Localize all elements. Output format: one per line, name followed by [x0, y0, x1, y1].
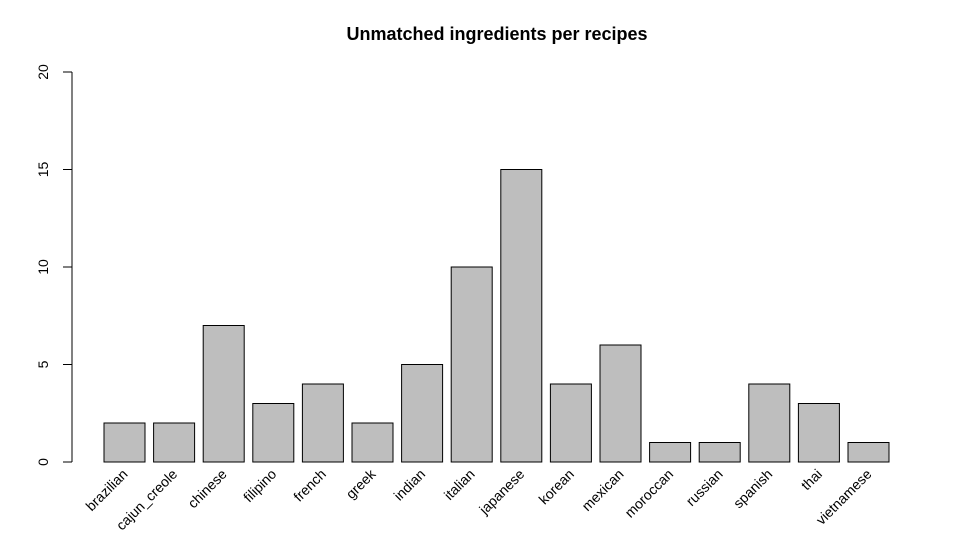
y-tick-label: 0 — [35, 458, 51, 466]
x-tick-label: korean — [535, 466, 577, 508]
x-tick-label: filipino — [240, 466, 280, 506]
x-tick-label: spanish — [730, 466, 775, 511]
bar-indian — [401, 364, 444, 463]
x-tick-label: moroccan — [621, 466, 676, 521]
y-axis: 0 5 10 15 20 — [35, 64, 72, 466]
bar-chinese — [202, 325, 245, 463]
y-tick-label: 20 — [35, 64, 51, 80]
bar-filipino — [252, 403, 295, 463]
y-tick-label: 10 — [35, 259, 51, 275]
x-tick-label: russian — [683, 466, 726, 509]
x-tick-label: italian — [441, 466, 478, 503]
bar-russian — [698, 442, 741, 463]
x-tick-label: greek — [343, 465, 380, 502]
bar-spanish — [748, 383, 791, 463]
bar-korean — [549, 383, 592, 463]
chart-title: Unmatched ingredients per recipes — [346, 24, 647, 44]
x-tick-label: japanese — [475, 466, 527, 518]
x-tick-label: brazilian — [82, 466, 130, 514]
bar-vietnamese — [847, 442, 890, 463]
y-tick-label: 15 — [35, 162, 51, 178]
bar-moroccan — [649, 442, 692, 463]
bar-mexican — [599, 344, 642, 463]
bar-thai — [797, 403, 840, 463]
bar-french — [301, 383, 344, 463]
bar-cajun_creole — [153, 422, 196, 463]
x-tick-label: french — [290, 466, 329, 505]
y-tick-label: 5 — [35, 360, 51, 368]
x-tick-label: mexican — [578, 466, 626, 514]
bar-japanese — [500, 169, 543, 463]
bar-brazilian — [103, 422, 146, 463]
x-tick-label: thai — [798, 466, 825, 493]
bar-greek — [351, 422, 394, 463]
x-tick-label: chinese — [184, 466, 230, 512]
x-tick-label: indian — [390, 466, 428, 504]
bars-group — [103, 169, 890, 463]
bar-italian — [450, 266, 493, 463]
